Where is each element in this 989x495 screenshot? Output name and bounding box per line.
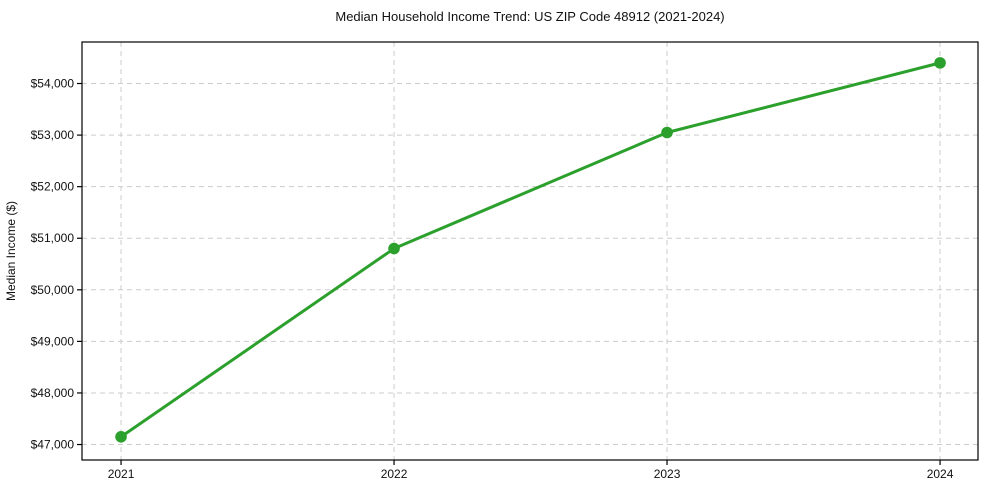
y-tick-label: $49,000 — [31, 334, 75, 348]
x-tick-label: 2024 — [927, 467, 954, 481]
axis-ticks — [77, 82, 941, 465]
y-axis-label: Median Income ($) — [4, 201, 18, 301]
data-point-2024 — [934, 57, 946, 69]
y-tick-labels: $47,000 $48,000 $49,000 $50,000 $51,000 $52,0… — [31, 77, 75, 452]
y-tick-label: $53,000 — [31, 128, 75, 142]
trend-line — [119, 61, 942, 439]
y-tick-label: $52,000 — [31, 180, 75, 194]
x-tick-labels: 2021 2022 2023 2024 — [108, 467, 954, 481]
y-tick-label: $51,000 — [31, 231, 75, 245]
x-tick-label: 2023 — [654, 467, 681, 481]
x-tick-label: 2022 — [381, 467, 408, 481]
grid-lines — [82, 42, 978, 460]
data-point-2022 — [388, 242, 400, 255]
data-point-2023 — [661, 126, 673, 139]
chart-title: Median Household Income Trend: US ZIP Co… — [335, 9, 724, 24]
plot-border — [81, 41, 979, 461]
y-tick-label: $47,000 — [31, 438, 75, 452]
trend-series — [115, 57, 946, 443]
y-tick-label: $48,000 — [31, 386, 75, 400]
y-tick-label: $50,000 — [31, 283, 75, 297]
data-point-2021 — [115, 430, 127, 443]
x-tick-label: 2021 — [108, 467, 135, 481]
y-tick-label: $54,000 — [31, 77, 75, 91]
